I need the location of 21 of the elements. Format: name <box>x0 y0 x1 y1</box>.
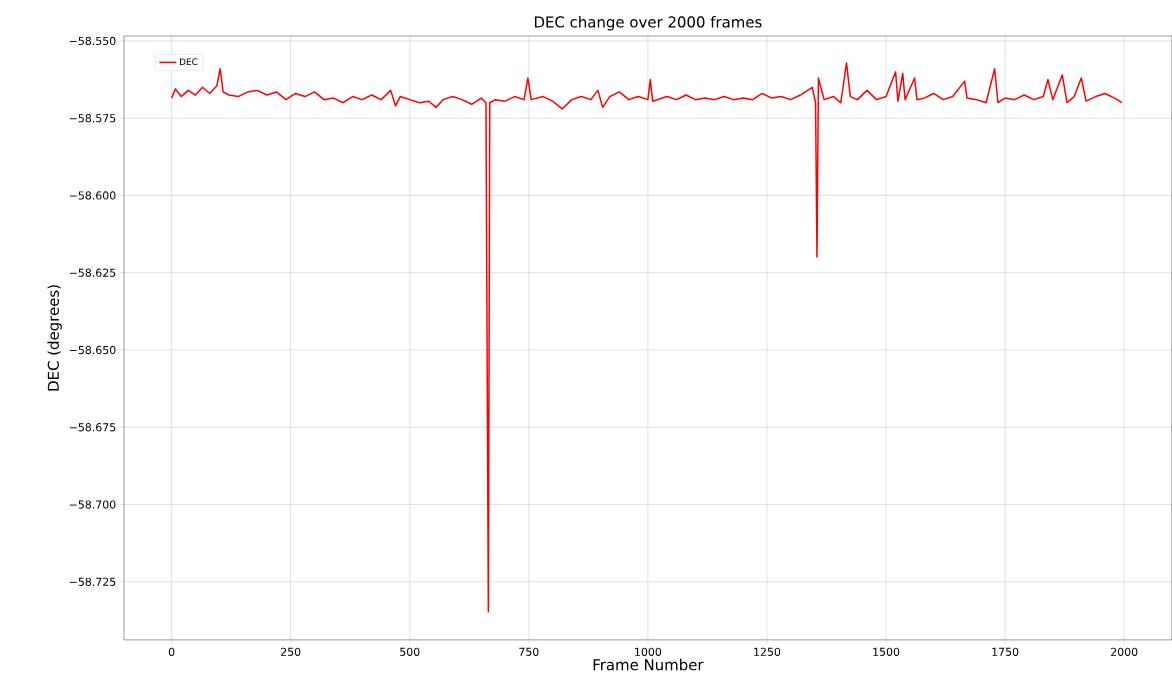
y-tick-label: −58.600 <box>69 191 116 200</box>
y-tick-label: −58.650 <box>69 345 116 355</box>
y-tick-label: −58.700 <box>69 500 116 509</box>
x-axis-title: Frame Number <box>593 658 704 671</box>
x-tick-label: 1250 <box>754 647 781 656</box>
y-tick-label: −58.675 <box>69 423 116 432</box>
chart-title: DEC change over 2000 frames <box>534 16 762 31</box>
x-tick-label: 2000 <box>1111 647 1138 656</box>
x-tick-label: 0 <box>168 647 175 656</box>
x-tick-label: 1000 <box>635 647 662 656</box>
legend-label: DEC <box>179 58 198 66</box>
x-tick-label: 750 <box>519 647 539 656</box>
y-tick-label: −58.550 <box>69 36 116 46</box>
x-tick-label: 1750 <box>992 647 1019 656</box>
x-tick-label: 1500 <box>873 647 900 656</box>
x-tick-label: 500 <box>400 647 420 656</box>
y-tick-label: −58.625 <box>69 268 116 277</box>
y-axis-title: DEC (degrees) <box>47 285 62 391</box>
y-tick-label: −58.725 <box>69 577 116 586</box>
x-tick-label: 250 <box>281 647 301 656</box>
y-tick-label: −58.575 <box>69 114 116 123</box>
